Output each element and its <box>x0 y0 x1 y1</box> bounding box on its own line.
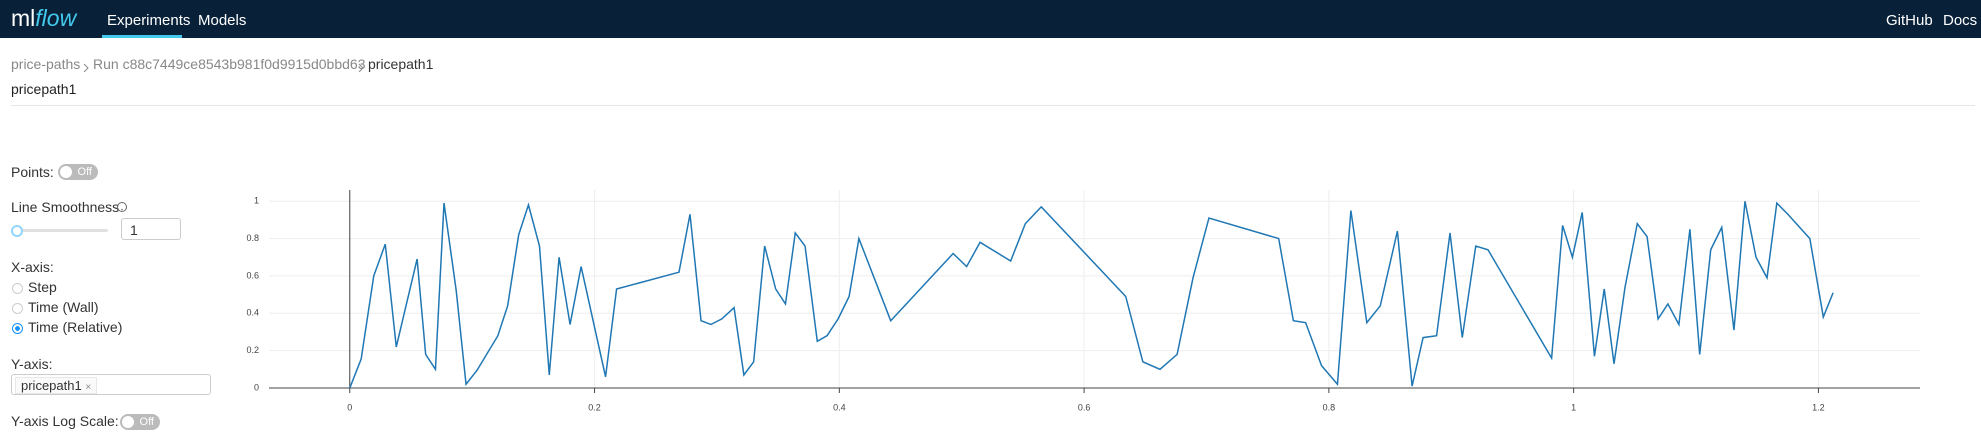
toggle[interactable]: Off <box>120 414 160 430</box>
logo-flow: flow <box>35 5 77 31</box>
data-line <box>349 201 1834 389</box>
header-link[interactable]: GitHub <box>1886 12 1933 29</box>
y-tick-label: 0 <box>254 382 259 392</box>
label: Y-axis: <box>11 356 53 372</box>
y-tick-label: 0.8 <box>246 233 259 243</box>
top-bar: mlflow Experiments Models GitHub Docs <box>0 0 1981 38</box>
breadcrumb-link[interactable]: price-paths <box>11 56 81 72</box>
nav-link[interactable]: Experiments <box>107 12 191 29</box>
radio-label[interactable]: Step <box>28 279 57 295</box>
label: Points: <box>11 164 54 180</box>
logo-ml: ml <box>11 5 36 31</box>
y-tick-label: 0.6 <box>246 270 259 280</box>
x-tick-label: 1.2 <box>1812 402 1825 412</box>
page-title: pricepath1 <box>11 81 77 97</box>
radio[interactable] <box>12 283 23 294</box>
chart: 0 0.2 0.4 0.6 0.8 1 0 0.2 0.4 0.6 0.8 1 1.2 <box>246 190 1920 412</box>
label: Y-axis Log Scale: <box>11 413 119 429</box>
nav-link[interactable]: Models <box>198 12 247 29</box>
x-tick-label: 0.4 <box>833 402 846 412</box>
logo[interactable]: mlflow <box>11 5 76 32</box>
tag-remove[interactable]: × <box>85 382 92 393</box>
breadcrumb-separator <box>83 63 89 72</box>
x-tick-label: 0 <box>347 402 352 412</box>
header-link[interactable]: Docs <box>1943 12 1978 29</box>
y-tick-label: 1 <box>254 196 259 206</box>
x-tick-label: 0.2 <box>588 402 601 412</box>
x-tick-label: 1 <box>1571 402 1576 412</box>
label: X-axis: <box>11 259 54 275</box>
x-tick-label: 0.8 <box>1323 402 1336 412</box>
select-box[interactable]: pricepath1 × <box>11 374 211 395</box>
label: Line Smoothness <box>11 199 120 215</box>
smoothness-input[interactable]: 1 <box>121 218 181 240</box>
active-tab-underline <box>102 35 182 38</box>
breadcrumb-separator <box>358 63 364 72</box>
breadcrumb-link[interactable]: Run c88c7449ce8543b981f0d9915d0bbd63 <box>93 56 366 72</box>
radio-label[interactable]: Time (Wall) <box>28 299 99 315</box>
tag-text: pricepath1 <box>21 378 82 393</box>
slider-track <box>15 229 108 232</box>
x-tick-label: 0.6 <box>1078 402 1091 412</box>
toggle[interactable]: Off <box>58 164 98 180</box>
tag: pricepath1 × <box>15 377 98 394</box>
radio[interactable] <box>12 303 23 314</box>
y-tick-label: 0.2 <box>246 345 259 355</box>
radio-label[interactable]: Time (Relative) <box>28 319 123 335</box>
slider-handle[interactable] <box>11 225 23 237</box>
help-icon[interactable] <box>116 201 128 213</box>
breadcrumb-current: pricepath1 <box>368 56 434 72</box>
radio-checked[interactable] <box>12 323 23 334</box>
divider <box>11 105 1975 106</box>
y-tick-label: 0.4 <box>246 308 259 318</box>
